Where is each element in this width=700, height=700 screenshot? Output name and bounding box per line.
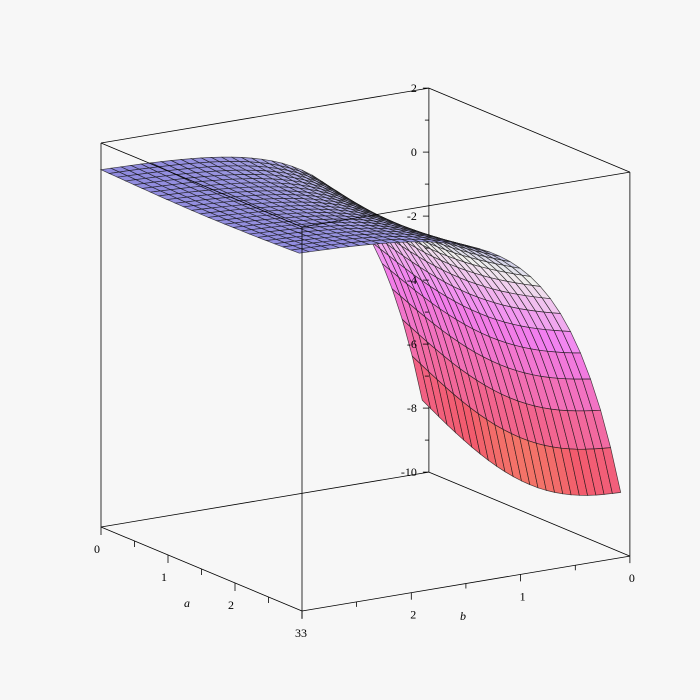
y-axis-label: b xyxy=(460,609,466,623)
box-edge xyxy=(428,87,631,173)
box-edge xyxy=(301,171,630,228)
z-tick-label: 2 xyxy=(411,81,417,95)
z-tick-label: -2 xyxy=(407,209,417,223)
surface-patch xyxy=(601,447,622,494)
y-tick-label: 3 xyxy=(301,626,307,640)
y-tick-label: 2 xyxy=(410,608,416,622)
y-tick-label: 0 xyxy=(629,571,635,585)
z-tick-label: 0 xyxy=(411,145,417,159)
z-tick-label: -6 xyxy=(407,337,417,351)
box-edge xyxy=(100,142,303,228)
surface-mesh xyxy=(99,156,622,496)
x-tick-label: 0 xyxy=(94,542,100,556)
z-tick-label: -10 xyxy=(401,465,417,479)
x-tick-label: 1 xyxy=(161,570,167,584)
box-edge xyxy=(100,471,429,528)
z-tick-label: -4 xyxy=(407,273,417,287)
x-axis-label: a xyxy=(184,596,190,610)
z-tick-label: -8 xyxy=(407,401,417,415)
box-edge xyxy=(100,87,429,144)
y-tick-label: 1 xyxy=(520,589,526,603)
x-tick-label: 3 xyxy=(295,626,301,640)
axis-ticks: -10 -8 -6 -4 -2 0 2 0 1 2 3 0 1 2 3 xyxy=(94,81,635,640)
x-tick-label: 2 xyxy=(228,598,234,612)
box-edge xyxy=(428,471,631,557)
